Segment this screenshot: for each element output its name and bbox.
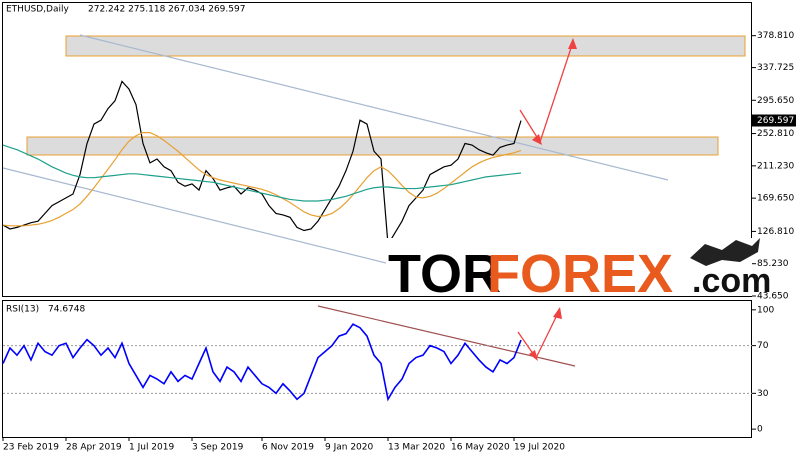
watermark-text: .com: [692, 262, 771, 300]
y-tick-label: 337.725: [757, 63, 794, 73]
x-tick-label: 9 Jan 2020: [325, 443, 373, 453]
rsi-title: RSI(13): [6, 305, 39, 315]
resistance-zone: [65, 35, 746, 57]
series-line: [2, 144, 522, 202]
y-tick-label: 295.650: [757, 96, 794, 106]
x-tick-label: 28 Apr 2019: [66, 443, 122, 453]
x-tick-label: 1 Jul 2019: [129, 443, 174, 453]
arrow-head: [553, 307, 562, 319]
x-tick-label: 13 Mar 2020: [388, 443, 445, 453]
rsi-value: 74.6748: [48, 305, 85, 315]
x-tick-label: 19 Jul 2020: [514, 443, 565, 453]
watermark: TOR FOREX .com: [386, 238, 796, 304]
rsi-panel: [2, 300, 752, 438]
watermark-text: FOREX: [487, 244, 673, 304]
chart-title: ETHUSD,Daily: [6, 5, 69, 15]
ohlc-text: 272.242 275.118 267.034 269.597: [88, 5, 245, 15]
series-line: [2, 80, 522, 247]
arrow-head: [568, 38, 577, 49]
y-tick-label: 85.230: [757, 259, 789, 269]
y-tick-label: 30: [757, 389, 769, 399]
y-tick-label: 252.810: [757, 129, 794, 139]
y-tick-label: 169.650: [757, 194, 794, 204]
channel-upper: [79, 34, 669, 181]
price-label: 269.597: [757, 116, 794, 126]
watermark-logo: [690, 238, 760, 266]
x-tick-label: 23 Feb 2019: [3, 443, 59, 453]
price-panel: [2, 2, 752, 297]
y-tick-label: 211.230: [757, 161, 794, 171]
series-line: [2, 323, 522, 402]
x-tick-label: 16 May 2020: [451, 443, 510, 453]
y-tick-label: 126.810: [757, 227, 794, 237]
plot-area: [2, 80, 752, 402]
series-line: [2, 132, 522, 227]
y-tick-label: 43.650: [757, 292, 789, 302]
price-marker: [752, 114, 796, 127]
y-tick-label: 100: [757, 305, 774, 315]
y-tick-label: 378.810: [757, 31, 794, 41]
watermark-text: TOR: [388, 244, 501, 304]
y-tick-label: 70: [757, 341, 769, 351]
y-tick-label: 0: [757, 425, 763, 435]
channel-lower: [2, 167, 391, 265]
x-tick-label: 3 Sep 2019: [192, 443, 244, 453]
x-tick-label: 6 Nov 2019: [262, 443, 314, 453]
arrow-head: [529, 350, 538, 361]
arrow-head: [532, 134, 542, 145]
